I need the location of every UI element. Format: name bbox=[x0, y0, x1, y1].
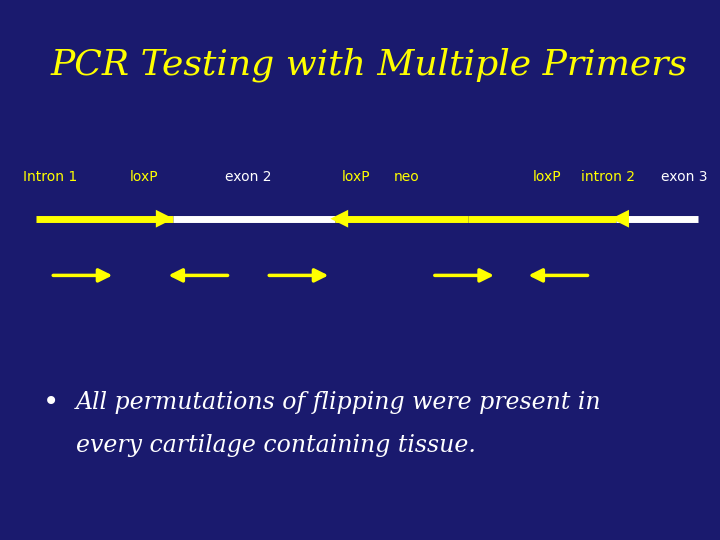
Text: loxP: loxP bbox=[342, 170, 371, 184]
Text: every cartilage containing tissue.: every cartilage containing tissue. bbox=[76, 434, 475, 457]
Text: loxP: loxP bbox=[130, 170, 158, 184]
Text: exon 3: exon 3 bbox=[661, 170, 707, 184]
Text: intron 2: intron 2 bbox=[582, 170, 635, 184]
Text: loxP: loxP bbox=[533, 170, 562, 184]
Text: PCR Testing with Multiple Primers: PCR Testing with Multiple Primers bbox=[50, 48, 688, 82]
Text: exon 2: exon 2 bbox=[225, 170, 271, 184]
Text: All permutations of flipping were present in: All permutations of flipping were presen… bbox=[76, 391, 601, 414]
Text: Intron 1: Intron 1 bbox=[23, 170, 78, 184]
Text: neo: neo bbox=[394, 170, 420, 184]
Text: •: • bbox=[43, 388, 60, 416]
